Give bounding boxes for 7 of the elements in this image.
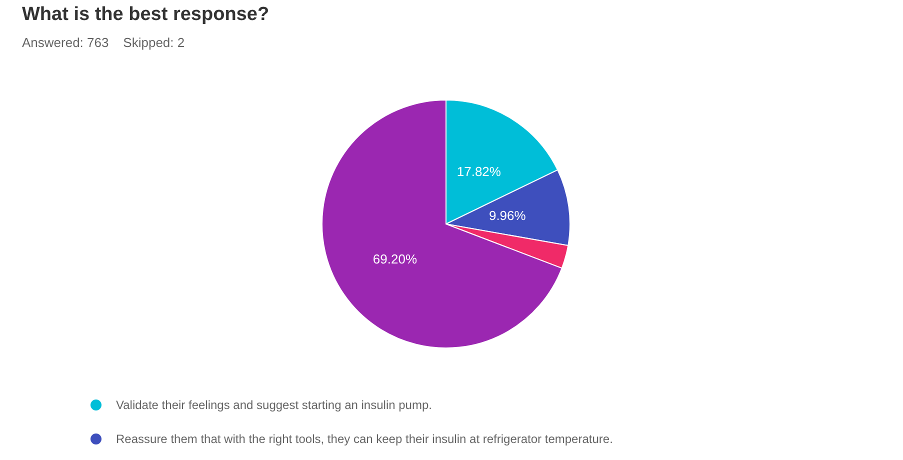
chart-title: What is the best response? [22, 4, 270, 25]
data-label: 9.96% [488, 208, 526, 224]
legend-label: Validate their feelings and suggest starting an insulin pump. [116, 398, 432, 412]
chart-subtitle: Answered: 763 Skipped: 2 [22, 35, 185, 50]
data-label: 69.20% [372, 252, 418, 267]
legend-label: Reassure them that with the right tools, they can keep their insulin at refrigerator temperature. [116, 432, 613, 446]
data-label: 17.82% [456, 164, 502, 180]
